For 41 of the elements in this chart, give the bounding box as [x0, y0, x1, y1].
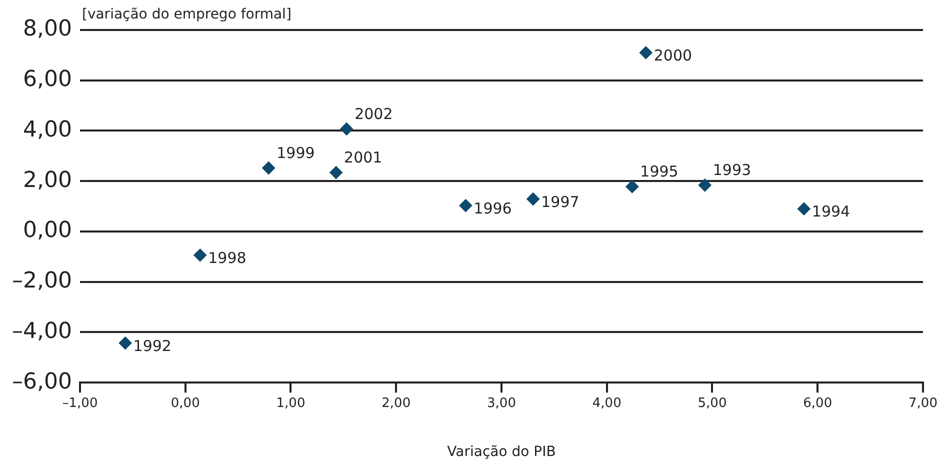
point [626, 180, 639, 194]
x-tick-label: 4,00 [592, 396, 622, 411]
x-tick-label: –1,00 [62, 396, 98, 411]
point [797, 202, 810, 216]
x-tick-label: 6,00 [803, 396, 832, 411]
x-tick-label: 7,00 [908, 396, 938, 411]
point [194, 248, 207, 262]
y-tick-label: –4,00 [12, 318, 72, 344]
point [459, 199, 472, 212]
point [118, 336, 132, 350]
x-tick-label: 3,00 [487, 396, 516, 411]
point [262, 162, 276, 175]
y-tick-label: 2,00 [23, 168, 72, 193]
y-tick-label: –6,00 [12, 369, 72, 394]
y-tick-label: 0,00 [23, 218, 72, 244]
annotation: 1997 [541, 192, 580, 211]
x-tick-label: 2,00 [382, 396, 411, 411]
point [330, 166, 343, 180]
annotation: 1992 [133, 336, 172, 355]
annotation: 2001 [344, 148, 382, 166]
annotation: 2002 [354, 104, 393, 123]
x-tick-label: 5,00 [698, 396, 727, 411]
y-tick-label: 4,00 [23, 117, 72, 142]
annotation: 1995 [640, 162, 678, 181]
y-tick-label: –2,00 [12, 268, 72, 294]
point [340, 122, 354, 136]
x-axis-title: Variação do PIB [447, 444, 556, 460]
y-axis-title: [variação do emprego formal] [82, 6, 292, 23]
annotation: 1999 [276, 144, 315, 162]
x-tick-label: 0,00 [170, 396, 200, 411]
annotation: 1996 [474, 199, 512, 218]
x-tick-label: 1,00 [276, 396, 306, 411]
y-tick-label: 8,00 [23, 16, 72, 42]
point [526, 192, 540, 206]
annotation: 1998 [208, 249, 246, 268]
point [698, 178, 712, 192]
y-tick-label: 6,00 [23, 67, 72, 92]
annotation: 2000 [654, 46, 692, 65]
annotation: 1994 [812, 202, 850, 221]
point [639, 46, 652, 60]
annotation: 1993 [712, 161, 752, 180]
